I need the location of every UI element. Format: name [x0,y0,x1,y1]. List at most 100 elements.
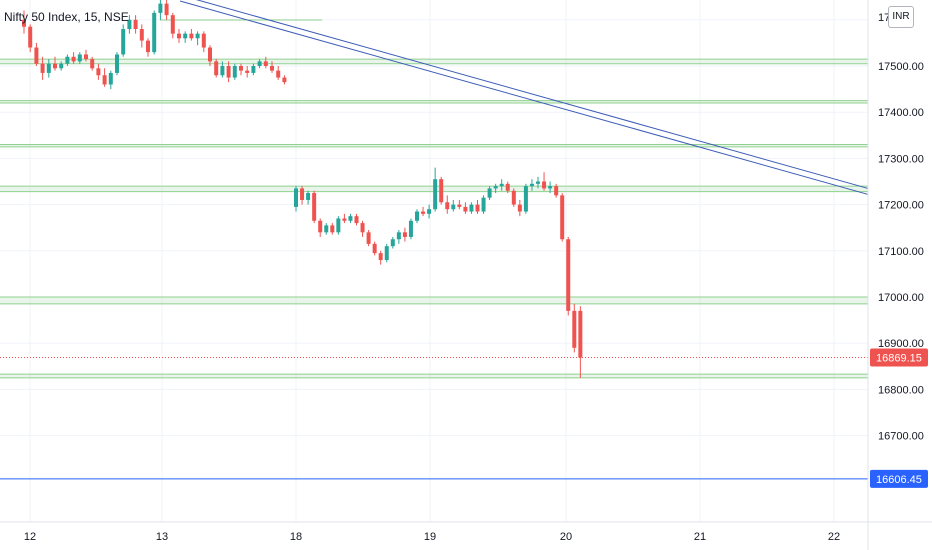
candles[interactable] [22,0,583,378]
candle[interactable] [177,29,181,43]
candle[interactable] [457,199,462,210]
candle[interactable] [245,66,250,78]
candle[interactable] [390,236,395,249]
candle[interactable] [90,56,95,71]
candle[interactable] [127,15,132,34]
candle-body [53,63,57,69]
candle[interactable] [77,52,82,64]
candle[interactable] [330,223,335,235]
candle[interactable] [493,183,498,194]
trendline-lower[interactable] [179,0,869,195]
candle[interactable] [183,31,188,43]
candle[interactable] [366,230,371,247]
currency-button[interactable]: INR [888,6,914,28]
candle[interactable] [108,70,113,90]
candle[interactable] [220,61,225,78]
candle[interactable] [170,12,175,39]
candle[interactable] [536,176,540,189]
candle[interactable] [133,15,138,34]
candle[interactable] [517,199,522,217]
candle[interactable] [469,202,474,214]
candle[interactable] [294,186,298,212]
candle[interactable] [40,56,45,80]
candle[interactable] [348,213,353,224]
candle[interactable] [300,186,305,205]
candle[interactable] [445,195,450,214]
candle[interactable] [439,176,444,205]
candle[interactable] [146,38,150,57]
candle[interactable] [372,241,377,256]
candle[interactable] [164,0,169,20]
candle[interactable] [324,223,329,235]
candle[interactable] [384,243,389,263]
candle[interactable] [28,24,33,53]
candle[interactable] [115,52,119,76]
candle[interactable] [282,75,287,85]
candle[interactable] [306,190,311,205]
candle[interactable] [214,59,219,78]
candle[interactable] [427,204,432,219]
candle[interactable] [560,193,565,242]
candle[interactable] [529,179,534,191]
candle[interactable] [523,183,528,214]
candle[interactable] [22,10,26,34]
candle[interactable] [548,181,553,194]
candle[interactable] [102,68,107,87]
candle[interactable] [270,61,274,73]
candle[interactable] [189,29,194,41]
candle[interactable] [239,63,243,76]
candle[interactable] [354,213,359,226]
candle[interactable] [263,56,268,69]
candle[interactable] [71,52,76,64]
candle[interactable] [121,24,126,57]
candle[interactable] [312,190,317,224]
candle[interactable] [34,42,39,66]
candle[interactable] [481,195,486,214]
candle[interactable] [554,183,559,198]
trendline-upper[interactable] [180,0,869,189]
candle[interactable] [195,31,200,46]
candle[interactable] [232,63,237,80]
candle[interactable] [402,227,407,242]
candle[interactable] [542,172,547,191]
candle[interactable] [96,63,101,80]
candle[interactable] [276,66,281,80]
candle[interactable] [139,24,144,48]
candle[interactable] [342,213,347,224]
candle[interactable] [572,303,577,353]
candle[interactable] [463,202,468,214]
candle[interactable] [208,45,212,66]
candle[interactable] [408,218,413,240]
candle[interactable] [360,220,365,237]
candle[interactable] [46,59,51,78]
symbol-title[interactable]: Nifty 50 Index, 15, NSE [4,10,129,24]
candle[interactable] [566,236,571,316]
candle[interactable] [487,186,492,200]
candle[interactable] [451,199,456,212]
candle[interactable] [158,0,163,20]
candle[interactable] [53,56,57,71]
candle[interactable] [152,10,157,55]
candle[interactable] [84,49,88,62]
candle[interactable] [336,216,341,235]
candle[interactable] [499,179,504,191]
candle[interactable] [65,54,70,66]
candle[interactable] [396,230,401,244]
candle[interactable] [251,63,256,76]
candle[interactable] [226,61,231,83]
candle[interactable] [511,188,516,207]
candle[interactable] [318,218,323,237]
candle[interactable] [475,199,480,214]
candle[interactable] [257,59,262,69]
candle[interactable] [415,209,419,224]
candle[interactable] [505,181,510,194]
candle[interactable] [421,206,426,217]
candle[interactable] [378,250,383,265]
candle[interactable] [201,31,206,53]
candle[interactable] [433,167,438,212]
candle[interactable] [578,306,583,378]
candle[interactable] [59,61,64,71]
trendline-drawing[interactable] [179,0,869,195]
